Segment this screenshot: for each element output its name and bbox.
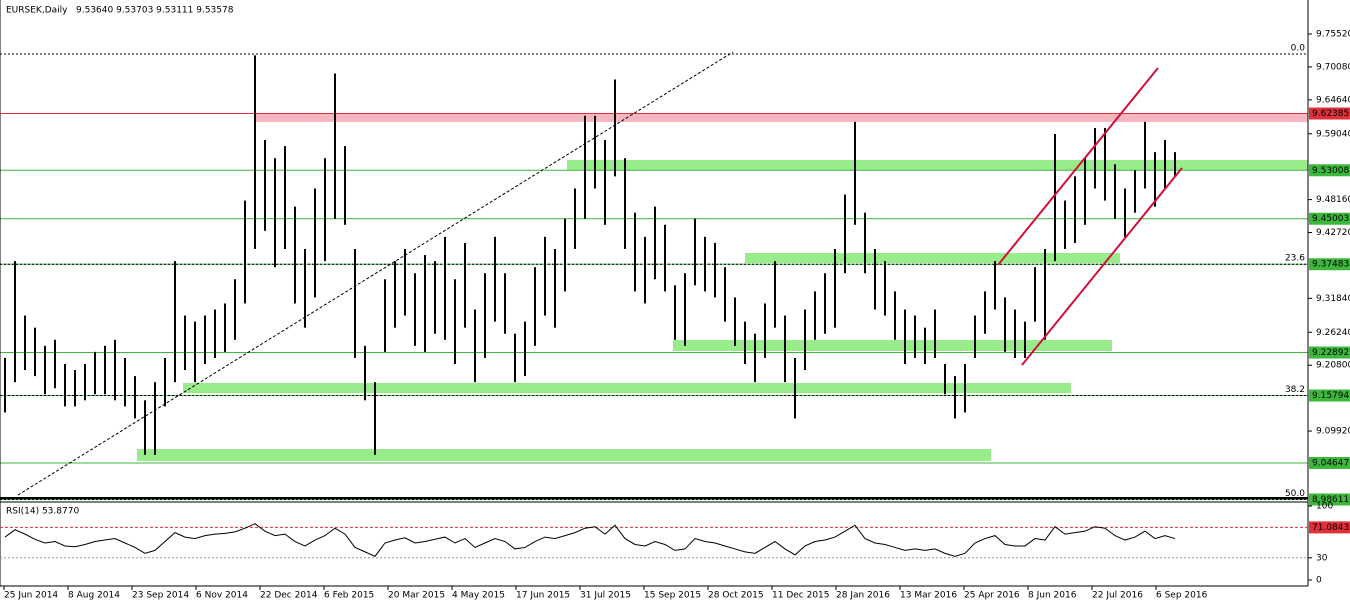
x-tick-label: 17 Jun 2015 — [516, 591, 570, 601]
y-tick-label: 9.26240 — [1316, 328, 1350, 338]
trendlines — [17, 51, 1183, 496]
channel-line — [997, 67, 1159, 266]
x-tick-label: 25 Jun 2014 — [4, 591, 58, 601]
quote: 9.53640 9.53703 9.53111 9.53578 — [76, 6, 234, 16]
level-label-bg — [1309, 493, 1350, 506]
rsi-title: RSI(14) 53.8770 — [6, 507, 79, 517]
x-tick-label: 28 Jan 2016 — [836, 591, 890, 601]
y-tick-label: 9.75520 — [1316, 30, 1350, 40]
rsi-line — [4, 523, 1176, 557]
x-tick-label: 8 Jun 2016 — [1028, 591, 1077, 601]
level-label-bg — [1309, 456, 1350, 469]
x-tick-label: 11 Dec 2015 — [772, 591, 830, 601]
x-tick-label: 13 Mar 2016 — [900, 591, 957, 601]
rsi-level-bg — [1309, 521, 1350, 534]
level-label: 9.22892 — [1312, 348, 1349, 358]
resistance-zone — [255, 113, 1308, 122]
level-label: 9.45003 — [1312, 214, 1349, 224]
x-tick-label: 6 Sep 2016 — [1156, 591, 1208, 601]
y-tick-label: 9.20800 — [1316, 361, 1350, 371]
support-zone — [673, 340, 1112, 351]
support-zone — [183, 383, 1071, 393]
zones — [137, 113, 1308, 461]
y-tick-label: 9.09920 — [1316, 427, 1350, 437]
x-tick-label: 28 Oct 2015 — [708, 591, 764, 601]
level-label: 8.98611 — [1312, 495, 1349, 505]
rsi-tick-label: 30 — [1316, 553, 1328, 563]
rsi-level-label: 71.0843 — [1312, 523, 1349, 533]
x-tick-label: 8 Aug 2014 — [68, 591, 120, 601]
level-label: 9.15794 — [1312, 391, 1349, 401]
x-tick-label: 31 Jul 2015 — [580, 591, 631, 601]
y-tick-label: 9.48160 — [1316, 195, 1350, 205]
x-tick-label: 4 May 2015 — [452, 591, 505, 601]
support-zone — [137, 449, 991, 461]
level-label-bg — [1309, 258, 1350, 271]
x-tick-label: 15 Sep 2015 — [644, 591, 701, 601]
level-label-bg — [1309, 164, 1350, 177]
x-tick-label: 22 Dec 2014 — [260, 591, 318, 601]
level-label-bg — [1309, 212, 1350, 225]
y-tick-label: 9.42720 — [1316, 228, 1350, 238]
y-tick-label: 9.31840 — [1316, 294, 1350, 304]
x-tick-label: 6 Nov 2014 — [196, 591, 248, 601]
y-tick-label: 9.64640 — [1316, 95, 1350, 105]
fib-label: 50.0 — [1285, 489, 1305, 499]
x-tick-label: 25 Apr 2016 — [964, 591, 1020, 601]
support-zone — [567, 160, 1308, 170]
channel-line — [1021, 167, 1183, 366]
rsi-tick-label: 100 — [1316, 502, 1333, 512]
level-label-bg — [1309, 107, 1350, 120]
level-label-bg — [1309, 389, 1350, 402]
x-tick-label: 23 Sep 2014 — [132, 591, 189, 601]
x-tick-label: 6 Feb 2015 — [324, 591, 374, 601]
level-label: 9.62385 — [1312, 109, 1349, 119]
rsi-tick-label: 0 — [1316, 576, 1322, 586]
y-tick-label: 9.70080 — [1316, 62, 1350, 72]
level-label: 9.04647 — [1312, 458, 1349, 468]
level-label: 9.37483 — [1312, 260, 1349, 270]
level-label: 9.53008 — [1312, 166, 1349, 176]
fib-label: 38.2 — [1285, 385, 1305, 395]
x-tick-label: 20 Mar 2015 — [388, 591, 445, 601]
trendline — [17, 51, 734, 496]
symbol: EURSEK,Daily — [6, 6, 68, 16]
y-tick-label: 9.59040 — [1316, 129, 1350, 139]
x-tick-label: 22 Jul 2016 — [1092, 591, 1143, 601]
support-zone — [745, 253, 1120, 263]
fib-label: 23.6 — [1285, 254, 1305, 264]
fib-label: 0.0 — [1291, 43, 1306, 53]
level-label-bg — [1309, 346, 1350, 359]
